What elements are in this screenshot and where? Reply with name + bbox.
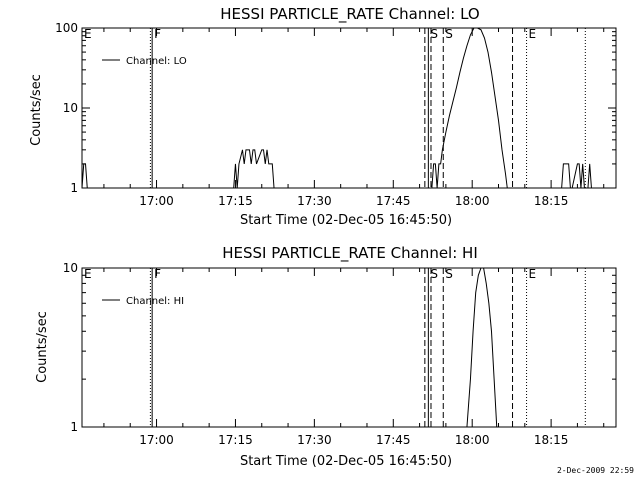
- x-tick-label: 17:45: [376, 194, 411, 208]
- x-tick-label: 17:00: [139, 433, 174, 447]
- y-tick-label: 1: [70, 181, 78, 195]
- panel-lo-xlabel: Start Time (02-Dec-05 16:45:50): [240, 213, 452, 228]
- x-tick-label: 18:15: [534, 194, 569, 208]
- x-tick-label: 17:15: [218, 194, 253, 208]
- annotation-label: E: [84, 267, 92, 281]
- x-tick-label: 17:45: [376, 433, 411, 447]
- plot-frame: [81, 267, 617, 428]
- annotation-label: E: [529, 27, 537, 41]
- panel-hi-ylabel: Counts/sec: [35, 311, 50, 383]
- annotation-label: S: [430, 27, 438, 41]
- annotation-label: S: [430, 267, 438, 281]
- panel-hi-title: HESSI PARTICLE_RATE Channel: HI: [222, 244, 478, 263]
- panel-lo-title: HESSI PARTICLE_RATE Channel: LO: [220, 5, 479, 24]
- x-tick-label: 17:30: [297, 194, 332, 208]
- x-tick-label: 18:00: [455, 433, 490, 447]
- panel-lo-ylabel: Counts/sec: [29, 74, 44, 146]
- series-line: [81, 27, 592, 189]
- annotation-label: S: [445, 27, 453, 41]
- y-tick-label: 1: [70, 420, 78, 434]
- x-tick-label: 17:15: [218, 433, 253, 447]
- panel-hi-plot: 17:00 17:15 17:30 17:45 18:00 18:15 1 10 E F S S E Ch…: [63, 261, 617, 447]
- plot-frame: [81, 27, 617, 189]
- annotation-label: E: [529, 267, 537, 281]
- x-tick-label: 17:00: [139, 194, 174, 208]
- y-tick-label: 10: [63, 261, 78, 275]
- y-tick-label: 10: [63, 101, 78, 115]
- annotation-label: S: [445, 267, 453, 281]
- panel-hi-xlabel: Start Time (02-Dec-05 16:45:50): [240, 454, 452, 469]
- annotation-label: E: [84, 27, 92, 41]
- timestamp-label: 2-Dec-2009 22:59: [556, 466, 634, 475]
- annotation-label: F: [154, 267, 161, 281]
- annotation-label: F: [154, 27, 161, 41]
- x-tick-label: 18:00: [455, 194, 490, 208]
- x-tick-label: 18:15: [534, 433, 569, 447]
- panel-lo-plot: 17:00 17:15 17:30 17:45 18:00 18:15 1 10 100 E F S S…: [55, 21, 617, 208]
- panel-hi: HESSI PARTICLE_RATE Channel: HI Start Ti…: [35, 244, 617, 469]
- panel-lo: HESSI PARTICLE_RATE Channel: LO Start Ti…: [29, 5, 617, 228]
- series-line: [466, 267, 498, 428]
- x-tick-label: 17:30: [297, 433, 332, 447]
- legend-label: Channel: HI: [126, 296, 184, 307]
- y-tick-label: 100: [55, 21, 78, 35]
- legend-label: Channel: LO: [126, 56, 187, 67]
